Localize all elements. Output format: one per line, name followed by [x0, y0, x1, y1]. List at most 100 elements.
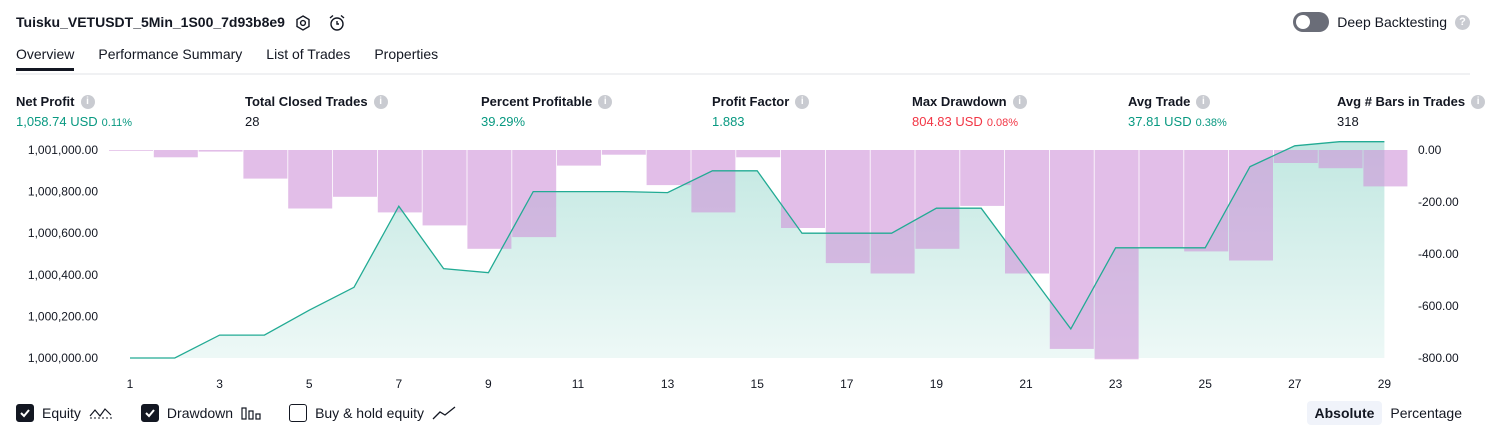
tab-performance-summary[interactable]: Performance Summary	[98, 46, 243, 62]
info-icon[interactable]: i	[373, 94, 388, 109]
y-left-tick-label: 1,000,200.00	[28, 309, 98, 323]
drawdown-bar	[467, 150, 512, 249]
buy-hold-toggle[interactable]: Buy & hold equity	[289, 404, 456, 422]
info-icon[interactable]: i	[795, 94, 810, 109]
drawdown-bar	[736, 150, 781, 158]
metric-avg-bars: Avg # Bars in Trades i 318	[1337, 94, 1486, 129]
equity-line	[130, 141, 1385, 359]
y-left-tick-label: 1,001,000.00	[28, 143, 98, 157]
drawdown-bar	[1273, 150, 1318, 163]
info-icon[interactable]: i	[1196, 94, 1211, 109]
info-icon[interactable]: i	[1012, 94, 1027, 109]
chart-legend: Equity Drawdown Buy & hold equity	[16, 404, 484, 422]
equity-line-icon	[89, 408, 112, 419]
y-right-tick-label: 0.00	[1418, 143, 1442, 157]
buy-hold-line-icon	[432, 406, 456, 420]
metric-value: 1,058.74 USD	[16, 114, 98, 129]
tab-divider	[16, 73, 1470, 75]
drawdown-bar	[333, 150, 377, 197]
y-right-tick-label: -200.00	[1418, 195, 1459, 209]
metric-label: Avg # Bars in Trades	[1337, 94, 1466, 109]
drawdown-bar	[512, 150, 557, 238]
x-tick-label: 21	[1019, 377, 1033, 391]
info-icon[interactable]: i	[598, 94, 613, 109]
tab-bar: Overview Performance Summary List of Tra…	[16, 46, 438, 71]
drawdown-bar	[915, 150, 960, 249]
drawdown-bar	[557, 150, 601, 166]
metric-label: Avg Trade	[1128, 94, 1191, 109]
x-tick-label: 25	[1199, 377, 1213, 391]
metric-max-drawdown: Max Drawdown i 804.83 USD 0.08%	[912, 94, 1027, 129]
info-icon[interactable]: i	[1471, 94, 1486, 109]
x-tick-label: 9	[485, 377, 492, 391]
metric-label: Profit Factor	[712, 94, 790, 109]
drawdown-bar	[1139, 150, 1184, 248]
x-tick-label: 17	[840, 377, 854, 391]
drawdown-bar	[1184, 150, 1229, 252]
mode-switch: Absolute Percentage	[1306, 401, 1471, 425]
drawdown-bar	[109, 150, 153, 151]
equity-checkbox[interactable]	[16, 404, 34, 422]
metric-value: 804.83 USD	[912, 114, 983, 129]
buy-hold-checkbox[interactable]	[289, 404, 308, 422]
drawdown-bar	[288, 150, 333, 209]
metric-label: Net Profit	[16, 94, 75, 109]
drawdown-toggle[interactable]: Drawdown	[140, 404, 261, 422]
drawdown-bar	[422, 150, 467, 226]
x-tick-label: 15	[751, 377, 765, 391]
drawdown-bar	[781, 150, 825, 228]
metric-value: 37.81 USD	[1128, 114, 1192, 129]
metric-value: 28	[245, 114, 260, 129]
drawdown-bar	[960, 150, 1005, 206]
drawdown-bar	[825, 150, 870, 264]
drawdown-bar	[691, 150, 736, 213]
y-right-tick-label: -600.00	[1418, 299, 1459, 313]
percentage-button[interactable]: Percentage	[1390, 405, 1462, 421]
settings-icon[interactable]	[294, 14, 312, 32]
x-tick-label: 13	[661, 377, 675, 391]
y-left-tick-label: 1,000,400.00	[28, 268, 98, 282]
deep-backtesting-toggle[interactable]	[1293, 12, 1330, 32]
x-tick-label: 23	[1109, 377, 1123, 391]
help-icon[interactable]: ?	[1455, 14, 1470, 30]
x-tick-label: 5	[306, 377, 313, 391]
drawdown-checkbox[interactable]	[140, 404, 159, 422]
drawdown-bar	[1363, 150, 1408, 187]
metric-percent: 0.11%	[101, 117, 133, 129]
absolute-button[interactable]: Absolute	[1306, 401, 1383, 425]
metric-value: 318	[1337, 114, 1359, 129]
metric-avg-trade: Avg Trade i 37.81 USD 0.38%	[1128, 94, 1227, 129]
y-left-tick-label: 1,000,000.00	[28, 351, 98, 365]
equity-label: Equity	[42, 405, 81, 421]
equity-drawdown-chart[interactable]: 1,001,000.00 1,000,800.00 1,000,600.00 1,00…	[0, 140, 1486, 400]
tab-properties[interactable]: Properties	[374, 46, 439, 62]
x-tick-label: 1	[127, 377, 134, 391]
drawdown-bar	[1049, 150, 1094, 349]
x-tick-label: 3	[216, 377, 223, 391]
metric-total-closed-trades: Total Closed Trades i 28	[245, 94, 388, 129]
equity-toggle[interactable]: Equity	[16, 404, 113, 422]
equity-area	[130, 141, 1385, 358]
drawdown-bar	[198, 150, 243, 152]
drawdown-bars-icon	[241, 407, 261, 420]
alarm-clock-icon[interactable]	[328, 14, 346, 32]
metric-percent: 0.38%	[1195, 117, 1227, 129]
y-right-tick-label: -800.00	[1418, 351, 1459, 365]
metric-value: 39.29%	[481, 114, 526, 129]
metric-percent: 0.08%	[986, 117, 1019, 129]
tab-list-of-trades[interactable]: List of Trades	[266, 46, 351, 62]
tab-overview[interactable]: Overview	[16, 46, 75, 71]
metric-label: Percent Profitable	[481, 94, 593, 109]
info-icon[interactable]: i	[80, 94, 95, 109]
deep-backtesting: Deep Backtesting ?	[1293, 12, 1470, 32]
x-tick-label: 11	[572, 377, 585, 391]
drawdown-bar	[870, 150, 915, 274]
y-left-tick-label: 1,000,600.00	[28, 226, 98, 240]
metric-value: 1.883	[712, 114, 745, 129]
metric-percent-profitable: Percent Profitable i 39.29%	[481, 94, 613, 129]
deep-backtesting-label: Deep Backtesting	[1337, 14, 1447, 30]
drawdown-label: Drawdown	[166, 405, 234, 421]
drawdown-bar	[1229, 150, 1273, 261]
x-tick-label: 19	[930, 377, 944, 391]
buy-hold-label: Buy & hold equity	[315, 405, 425, 421]
